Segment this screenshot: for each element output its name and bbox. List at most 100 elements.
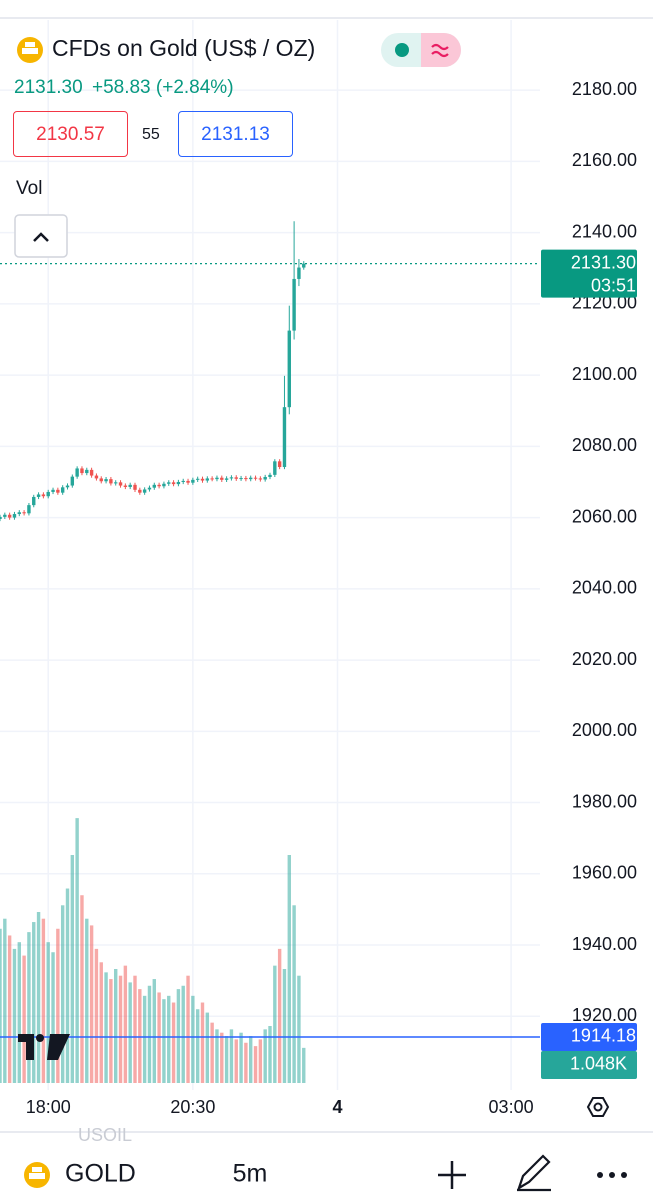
volume-bar <box>229 1029 234 1083</box>
candle-body <box>195 478 200 480</box>
volume-bar <box>171 1002 176 1083</box>
candle-body <box>99 478 103 482</box>
candle-body <box>109 479 113 484</box>
candle-body <box>162 483 166 487</box>
candle-body <box>171 482 176 485</box>
volume-bar <box>123 965 128 1083</box>
x-tick-label: 20:30 <box>170 1097 215 1117</box>
candle-body <box>89 469 94 476</box>
volume-bar <box>70 855 75 1083</box>
candle-body <box>114 482 118 484</box>
candle-body <box>224 478 229 480</box>
header-change: +58.83 <box>91 77 151 98</box>
candle-body <box>56 489 60 493</box>
candle-body <box>128 484 132 487</box>
y-tick-label: 1940.00 <box>572 934 637 954</box>
candle-body <box>22 512 26 514</box>
volume-bar <box>277 948 282 1083</box>
volume-bar <box>60 905 65 1083</box>
volume-bar <box>292 905 296 1083</box>
candle-body <box>297 267 301 279</box>
volume-bar <box>302 1047 306 1083</box>
ask-box[interactable]: 2131.13 <box>178 111 293 157</box>
add-button[interactable] <box>438 1161 466 1189</box>
tradingview-logo <box>18 1034 70 1060</box>
y-tick-label: 1960.00 <box>572 863 637 883</box>
volume-label: 1.048K <box>570 1054 627 1074</box>
volume-bar <box>268 1026 272 1083</box>
volume-bar <box>114 969 118 1083</box>
candle-body <box>282 407 287 468</box>
last-price-label: 2131.30 <box>571 252 636 272</box>
footer-interval[interactable]: 5m <box>233 1160 268 1188</box>
volume-bar <box>263 1029 267 1083</box>
candle-body <box>147 487 152 490</box>
volume-bar <box>12 948 17 1083</box>
candle-body <box>3 514 7 517</box>
candle-body <box>0 516 2 520</box>
candle-body <box>287 330 291 408</box>
volume-legend: Vol <box>16 178 43 199</box>
volume-bar <box>249 1036 253 1083</box>
y-tick-label: 2180.00 <box>572 79 637 99</box>
volume-bar <box>128 982 132 1083</box>
x-tick-label: 03:00 <box>489 1097 534 1117</box>
volume-bar <box>176 989 181 1083</box>
volume-bar <box>186 975 190 1083</box>
volume-bar <box>133 975 137 1083</box>
draw-button[interactable] <box>517 1154 551 1192</box>
candle-body <box>118 482 123 486</box>
last-price-box <box>541 249 637 298</box>
candle-body <box>65 485 70 488</box>
y-tick-label: 1980.00 <box>572 791 637 811</box>
candle-body <box>138 489 142 493</box>
volume-bar <box>234 1039 238 1083</box>
y-tick-label: 2080.00 <box>572 435 637 455</box>
volume-bar <box>109 979 113 1083</box>
collapse-button[interactable] <box>14 214 68 258</box>
spread: 55 <box>142 126 160 143</box>
volume-bar <box>162 999 166 1083</box>
more-button[interactable] <box>597 1172 627 1178</box>
volume-bar <box>244 1042 248 1083</box>
volume-bar <box>80 895 84 1083</box>
volume-bar <box>36 912 41 1083</box>
volume-bar <box>167 995 171 1083</box>
header-change-pct: (+2.84%) <box>155 77 234 98</box>
candle-body <box>152 484 156 488</box>
candle-body <box>176 481 181 485</box>
candle-body <box>205 478 210 481</box>
volume-bar <box>297 975 301 1083</box>
market-status-toggle[interactable] <box>381 33 461 67</box>
volume-bar <box>282 969 287 1083</box>
y-tick-label: 2000.00 <box>572 720 637 740</box>
volume-bar <box>152 979 156 1083</box>
volume-bar <box>22 955 26 1083</box>
x-tick-label: 4 <box>332 1097 342 1117</box>
volume-bar <box>273 965 277 1083</box>
volume-bar <box>104 972 108 1083</box>
faded-symbol: USOIL <box>78 1125 132 1145</box>
candle-body <box>51 489 55 492</box>
candle-body <box>268 474 272 477</box>
candle-body <box>17 512 21 515</box>
candle-body <box>215 477 219 480</box>
bid-box[interactable]: 2130.57 <box>13 111 128 157</box>
candle-body <box>229 477 234 479</box>
candle-body <box>36 494 41 497</box>
candle-body <box>123 485 128 487</box>
volume-bar <box>75 818 79 1083</box>
y-tick-label: 2160.00 <box>572 150 637 170</box>
volume-bar <box>94 948 99 1083</box>
alert-box <box>541 1022 637 1051</box>
header-title: CFDs on Gold (US$ / OZ) <box>52 35 316 61</box>
footer-symbol[interactable]: GOLD <box>65 1160 136 1188</box>
candle-body <box>27 505 31 514</box>
settings-icon[interactable] <box>586 1097 610 1117</box>
volume-bar <box>195 1009 200 1083</box>
volume-bar <box>85 918 89 1083</box>
volume-bar <box>191 995 195 1083</box>
candle-body <box>191 479 195 483</box>
candle-body <box>258 478 263 480</box>
